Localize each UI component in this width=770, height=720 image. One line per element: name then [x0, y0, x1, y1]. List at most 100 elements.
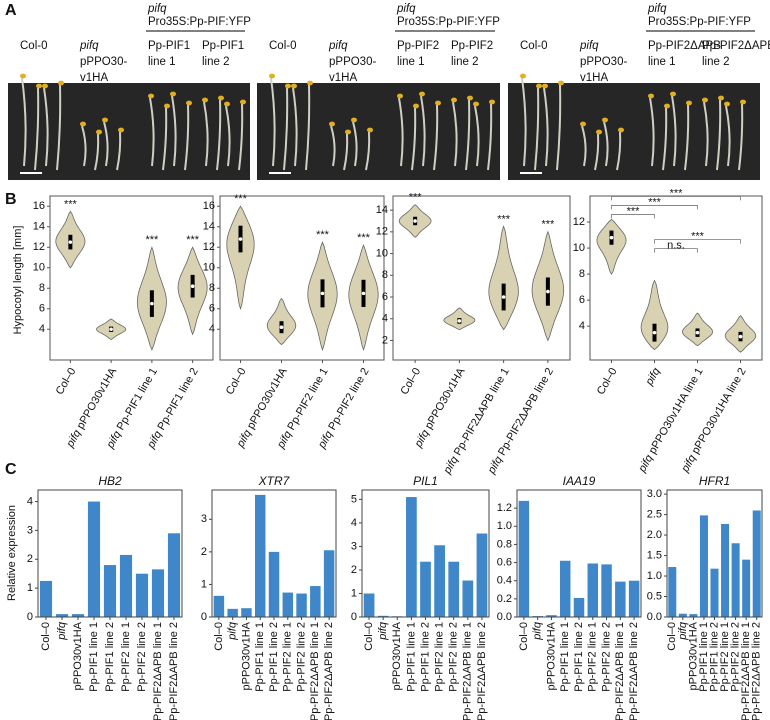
x-tick-label: pPPO30v1HA — [72, 621, 84, 690]
bar — [167, 533, 181, 617]
seedling — [56, 84, 62, 171]
significance: *** — [541, 219, 555, 231]
lane-label: Col-0 — [20, 40, 47, 52]
x-tick-label: Pp-PIF2 line 1 — [282, 622, 294, 692]
median-dot — [695, 330, 700, 335]
significance: *** — [409, 192, 423, 204]
cotyledon — [473, 101, 479, 107]
bar — [546, 615, 557, 617]
x-tick-label: Pp-PIF2 line 2 — [136, 622, 148, 692]
lane-label: Col-0 — [520, 40, 547, 52]
seedling — [433, 104, 439, 171]
seedling — [662, 107, 668, 171]
seedling — [420, 95, 426, 167]
significance: *** — [497, 213, 511, 225]
y-tick-label: 3.0 — [647, 488, 662, 500]
x-tick-label: Pp-PIF1 line 1 — [698, 622, 710, 692]
bar — [227, 608, 238, 617]
x-tick-label: Pp-PIF1 line 2 — [104, 622, 116, 692]
x-tick-label: Col–0 — [398, 366, 423, 397]
bar — [731, 543, 740, 617]
seedling — [725, 105, 731, 167]
bar — [254, 494, 266, 617]
significance: *** — [186, 234, 200, 246]
median-dot — [109, 327, 113, 332]
y-tick-label: 16 — [203, 200, 215, 212]
median-dot — [238, 237, 243, 241]
y-tick-label: 12 — [33, 241, 45, 253]
bar — [71, 614, 85, 617]
seedling — [716, 99, 722, 171]
cotyledon — [602, 117, 608, 123]
seedling — [116, 131, 122, 171]
bar — [710, 568, 719, 617]
cotyledon — [724, 101, 730, 107]
significance: *** — [234, 193, 248, 205]
bar — [282, 592, 294, 617]
chart-title: HB2 — [98, 474, 122, 488]
bar — [406, 497, 417, 617]
significance: *** — [145, 234, 159, 246]
bar — [420, 561, 431, 617]
cotyledon — [148, 93, 154, 99]
cotyledon — [102, 117, 108, 123]
y-tick-label: 2.0 — [647, 529, 662, 541]
plot-frame — [37, 489, 183, 618]
median-dot — [501, 295, 506, 299]
median-dot — [150, 301, 154, 306]
y-tick-label: 1.0 — [497, 520, 512, 532]
lane-label: Col-0 — [269, 40, 296, 52]
panel-label: A — [5, 2, 17, 19]
median-dot — [413, 219, 417, 223]
x-tick-label: Pp-PIF1 line 2 — [573, 622, 585, 692]
y-tick-label: 14 — [376, 204, 388, 216]
x-tick-label: Pp-PIF2 line 2 — [730, 622, 742, 692]
y-tick-label: 6 — [579, 294, 585, 306]
x-tick-label: pifq — [643, 365, 663, 388]
chart-title: HFR1 — [699, 474, 730, 488]
y-tick-label: 10 — [203, 262, 215, 274]
cotyledon — [291, 83, 297, 89]
y-tick-label: 10 — [376, 247, 388, 259]
bar — [363, 593, 375, 617]
lane-label: pifq — [579, 40, 599, 52]
seedling — [534, 87, 540, 171]
median-dot — [68, 240, 73, 244]
y-tick-label: 3 — [351, 540, 357, 552]
bar — [476, 533, 488, 617]
y-tick-label: 6 — [382, 291, 388, 303]
cotyledon — [419, 91, 425, 97]
cotyledon — [451, 97, 457, 103]
cotyledon — [186, 100, 192, 106]
bar — [518, 500, 530, 617]
lane-label: Pp-PIF2ΔAPB — [702, 40, 770, 52]
x-tick-label: Col–0 — [213, 622, 225, 651]
x-tick-label: Pp-PIF2ΔAPB line 1 — [614, 622, 626, 720]
median-dot — [546, 289, 550, 294]
y-tick-label: 0.0 — [647, 611, 662, 623]
cotyledon — [596, 129, 602, 135]
y-tick-label: 1.2 — [497, 502, 512, 514]
bar — [628, 580, 640, 617]
y-tick-label: 8 — [579, 268, 585, 280]
x-tick-label: Pp-PIF2ΔAPB line 1 — [740, 622, 752, 720]
violin — [596, 218, 627, 275]
seedling — [43, 87, 49, 167]
header-construct: Pro35S:Pp-PIF:YFP — [397, 16, 500, 28]
y-tick-label: 1.5 — [647, 549, 662, 561]
lane-label: pPPO30- — [80, 56, 127, 68]
cotyledon — [558, 80, 564, 86]
cotyledon — [580, 121, 586, 127]
bar — [573, 597, 585, 617]
plot-frame — [666, 489, 763, 618]
cotyledon — [413, 103, 419, 109]
chart-title: PIL1 — [413, 474, 438, 488]
seedling — [21, 77, 27, 167]
y-tick-label: 8 — [382, 269, 388, 281]
y-tick-label: 12 — [203, 241, 215, 253]
x-tick-label: Pp-PIF2ΔAPB line 1 — [152, 622, 164, 720]
lane-label: pifq — [328, 40, 348, 52]
cotyledon — [467, 95, 473, 101]
y-tick-label: 8 — [209, 282, 215, 294]
cotyledon — [96, 129, 102, 135]
